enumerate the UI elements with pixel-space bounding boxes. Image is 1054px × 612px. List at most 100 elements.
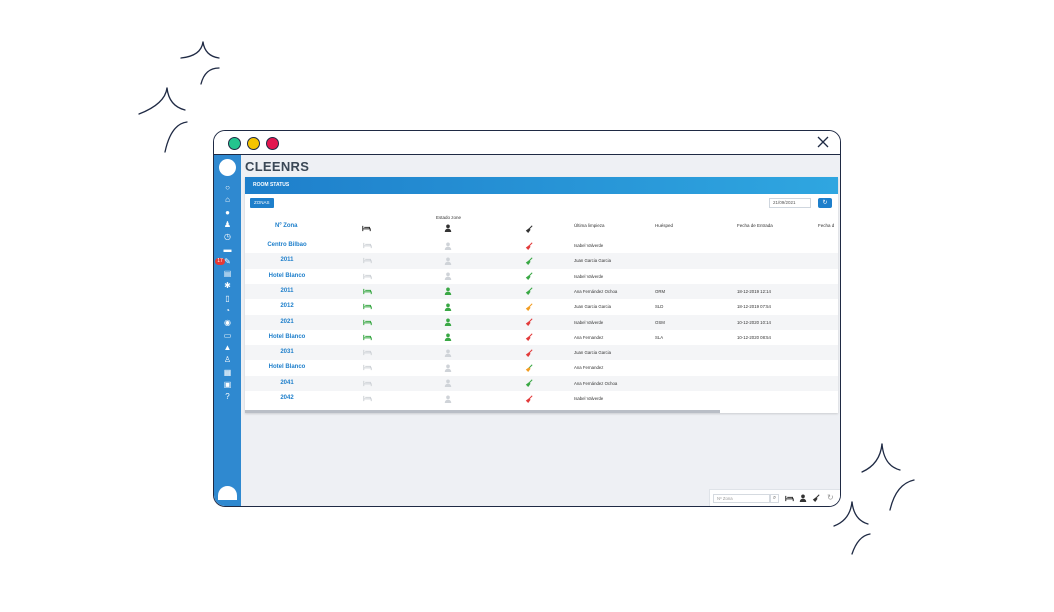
broom-status-icon [524,318,534,327]
clipboard-icon[interactable]: ▯ [225,293,230,303]
broom-status-icon [524,256,534,265]
chat-icon[interactable]: ◉ [224,318,231,328]
zone-cell[interactable]: 2012 [280,303,294,310]
table-row[interactable]: Hotel Blanco Ana Fernandez [245,360,838,375]
sidebar: ○ ⌂ ● ♟ ◷ ▬ ✎ 17 ▤ ✱ ▯ ◔ ◉ ▭ ▲ ♙ ▦ ▣? [214,155,241,506]
zone-cell[interactable]: 2021 [280,318,294,325]
zone-cell[interactable]: 2041 [280,379,294,386]
clock-icon[interactable]: ◷ [224,232,231,242]
last-cleaning-cell: Ana Fernandez [574,365,604,371]
window-titlebar [214,131,840,155]
notification-badge: 17 [215,257,225,265]
last-cleaning-cell: Juan Garcia Garcia [574,304,612,310]
bed-status-icon [362,348,372,357]
bed-status-icon [362,318,372,327]
user-settings-icon[interactable]: ♙ [223,355,232,365]
guest-cell: SLD [655,304,664,310]
header-zone: Nº Zona [275,223,298,229]
person-status-icon [443,256,453,265]
gear-icon[interactable]: ✱ [224,281,231,291]
broom-status-icon [524,394,534,403]
broom-filter-icon[interactable] [812,494,820,502]
person-status-icon [443,394,453,403]
table-row[interactable]: Hotel Blanco Ana Fernandez SLA 10-12-2020 0… [245,330,838,345]
zone-cell[interactable]: Hotel Blanco [268,272,306,279]
guest-cell: SLA [655,334,664,340]
window-dot-yellow[interactable] [247,137,260,150]
bottom-filter-bar: Nº Zona ⌕ ↻ [709,489,840,506]
person-status-icon [443,318,453,327]
users-icon[interactable]: ♟ [223,219,232,229]
last-cleaning-cell: Juan Garcia Garcia [574,350,612,356]
broom-status-icon [524,363,534,372]
broom-status-icon [524,241,534,250]
bed-status-icon [362,287,372,296]
pie-chart-icon[interactable]: ◔ [225,306,230,315]
person-filter-icon[interactable] [799,494,807,502]
bell-icon[interactable]: ● [225,207,230,217]
cleaning-icon[interactable]: ✎ [224,256,231,266]
zone-cell[interactable]: 2031 [280,349,294,356]
table-row[interactable]: 2011 Juan Garcia Garcia [245,253,838,269]
bed-status-icon [362,363,372,372]
table-row[interactable]: 2042 Isabel Valverde [245,391,838,406]
broom-header-icon [525,225,533,233]
bed-status-icon [362,379,372,388]
circle-icon[interactable]: ○ [225,183,230,192]
zone-cell[interactable]: 2011 [280,287,294,294]
bed-filter-icon[interactable] [785,495,794,502]
zone-cell[interactable]: Centro Bilbao [267,242,307,248]
guest-cell: OSM [655,319,665,325]
folder-icon[interactable]: ▭ [223,330,232,340]
graduation-icon[interactable]: ▲ [223,342,232,352]
zone-cell[interactable]: Hotel Blanco [268,364,306,371]
last-cleaning-cell: Juan Garcia Garcia [574,258,612,264]
search-icon[interactable]: ⌕ [770,494,779,503]
broom-status-icon [524,333,534,342]
sparkle-decoration [138,41,220,153]
refresh-icon: ↻ [822,200,828,206]
header-huesped: Huésped [655,223,674,228]
horizontal-scrollbar[interactable] [245,410,720,413]
home-icon[interactable]: ⌂ [225,195,230,205]
table-row[interactable]: Hotel Blanco Isabel Valverde [245,269,838,284]
table-row[interactable]: 2041 Ana Fernández Ochoa [245,375,838,391]
app-title: CLEENRS [245,159,310,174]
calendar-icon[interactable]: ▦ [223,367,232,377]
briefcase-icon[interactable]: ▬ [223,244,232,254]
id-card-icon[interactable]: ▤ [223,269,232,279]
window-dot-red[interactable] [266,137,279,150]
entry-date-cell: 18-12-2019 12:14 [737,288,771,294]
bed-status-icon [362,302,372,311]
bed-status-icon [362,272,372,281]
table-row[interactable]: 2011 Ana Fernández Ochoa ORM 18-12-2019 12:… [245,283,838,300]
entry-date-cell: 18-12-2019 07:54 [737,304,771,310]
header-ultima: Última limpieza [574,223,605,228]
main-content: CLEENRS ROOM STATUS ZONAS 21/09/2021 ↻ N… [241,155,840,506]
close-icon[interactable] [816,135,830,149]
table-row[interactable]: 2021 Isabel Valverde OSM 10-12-2020 10:14 [245,314,838,330]
window-dot-green[interactable] [228,137,241,150]
browser-window: ○ ⌂ ● ♟ ◷ ▬ ✎ 17 ▤ ✱ ▯ ◔ ◉ ▭ ▲ ♙ ▦ ▣? CLEENRS ROOM STATUS… [213,130,841,507]
bed-status-icon [362,241,372,250]
zone-cell[interactable]: Hotel Blanco [268,333,306,340]
refresh-button[interactable]: ↻ [818,198,832,208]
zone-filter-input[interactable]: Nº Zona [713,494,770,503]
app-logo-icon[interactable] [219,159,236,176]
reset-icon[interactable]: ↻ [827,493,834,502]
zonas-button[interactable]: ZONAS [250,198,274,208]
table-row[interactable]: 2012 Juan Garcia Garcia SLD 18-12-2019 07:5… [245,299,838,314]
monitor-icon[interactable]: ▣ [223,379,232,389]
table-row[interactable]: 2031 Juan Garcia Garcia [245,345,838,361]
person-status-icon [443,348,453,357]
bed-status-icon [362,394,372,403]
zone-cell[interactable]: 2011 [280,257,294,264]
entry-date-cell: 10-12-2020 08:54 [737,334,771,340]
table-row[interactable]: Centro Bilbao Isabel Valverde [245,238,838,253]
last-cleaning-cell: Isabel Valverde [574,243,604,248]
zone-cell[interactable]: 2042 [280,395,294,401]
broom-status-icon [524,272,534,281]
person-status-icon [443,379,453,388]
date-input[interactable]: 21/09/2021 [769,198,811,208]
help-icon[interactable]: ? [225,392,230,402]
